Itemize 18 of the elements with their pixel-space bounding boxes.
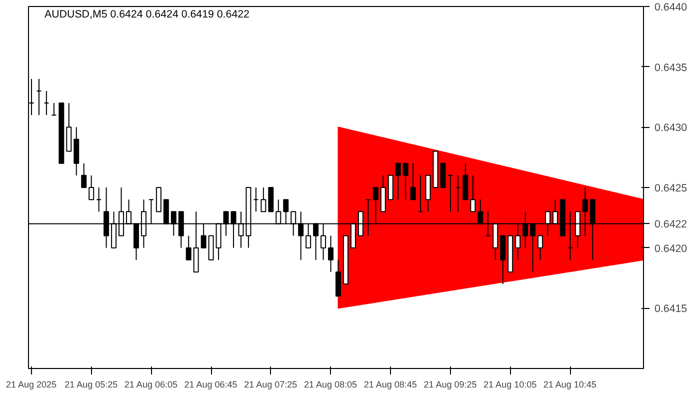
x-tick-label: 21 Aug 08:45 xyxy=(364,380,417,390)
x-tick-label: 21 Aug 05:25 xyxy=(64,380,118,390)
chart-title: AUDUSD,M5 0.6424 0.6424 0.6419 0.6422 xyxy=(44,8,250,20)
x-tick-label: 21 Aug 06:05 xyxy=(124,380,178,390)
y-tick-label: 0.6425 xyxy=(654,182,688,194)
ref-line-label: 0.6422 xyxy=(654,218,688,231)
y-tick-label: 0.6415 xyxy=(654,303,688,316)
x-tick-label: 21 Aug 09:25 xyxy=(424,380,477,390)
y-tick-label: 0.6430 xyxy=(654,122,688,134)
x-tick-label: 21 Aug 2025 xyxy=(6,380,57,390)
x-tick-label: 21 Aug 08:05 xyxy=(304,380,358,390)
y-tick-label: 0.6435 xyxy=(654,62,688,74)
x-tick-label: 21 Aug 07:25 xyxy=(244,380,298,390)
y-tick-label: 0.6420 xyxy=(654,242,688,255)
x-tick-label: 21 Aug 06:45 xyxy=(184,380,238,390)
x-tick-label: 21 Aug 10:05 xyxy=(484,380,537,390)
y-tick-label: 0.6440 xyxy=(654,2,688,14)
x-tick-label: 21 Aug 10:45 xyxy=(543,380,596,390)
